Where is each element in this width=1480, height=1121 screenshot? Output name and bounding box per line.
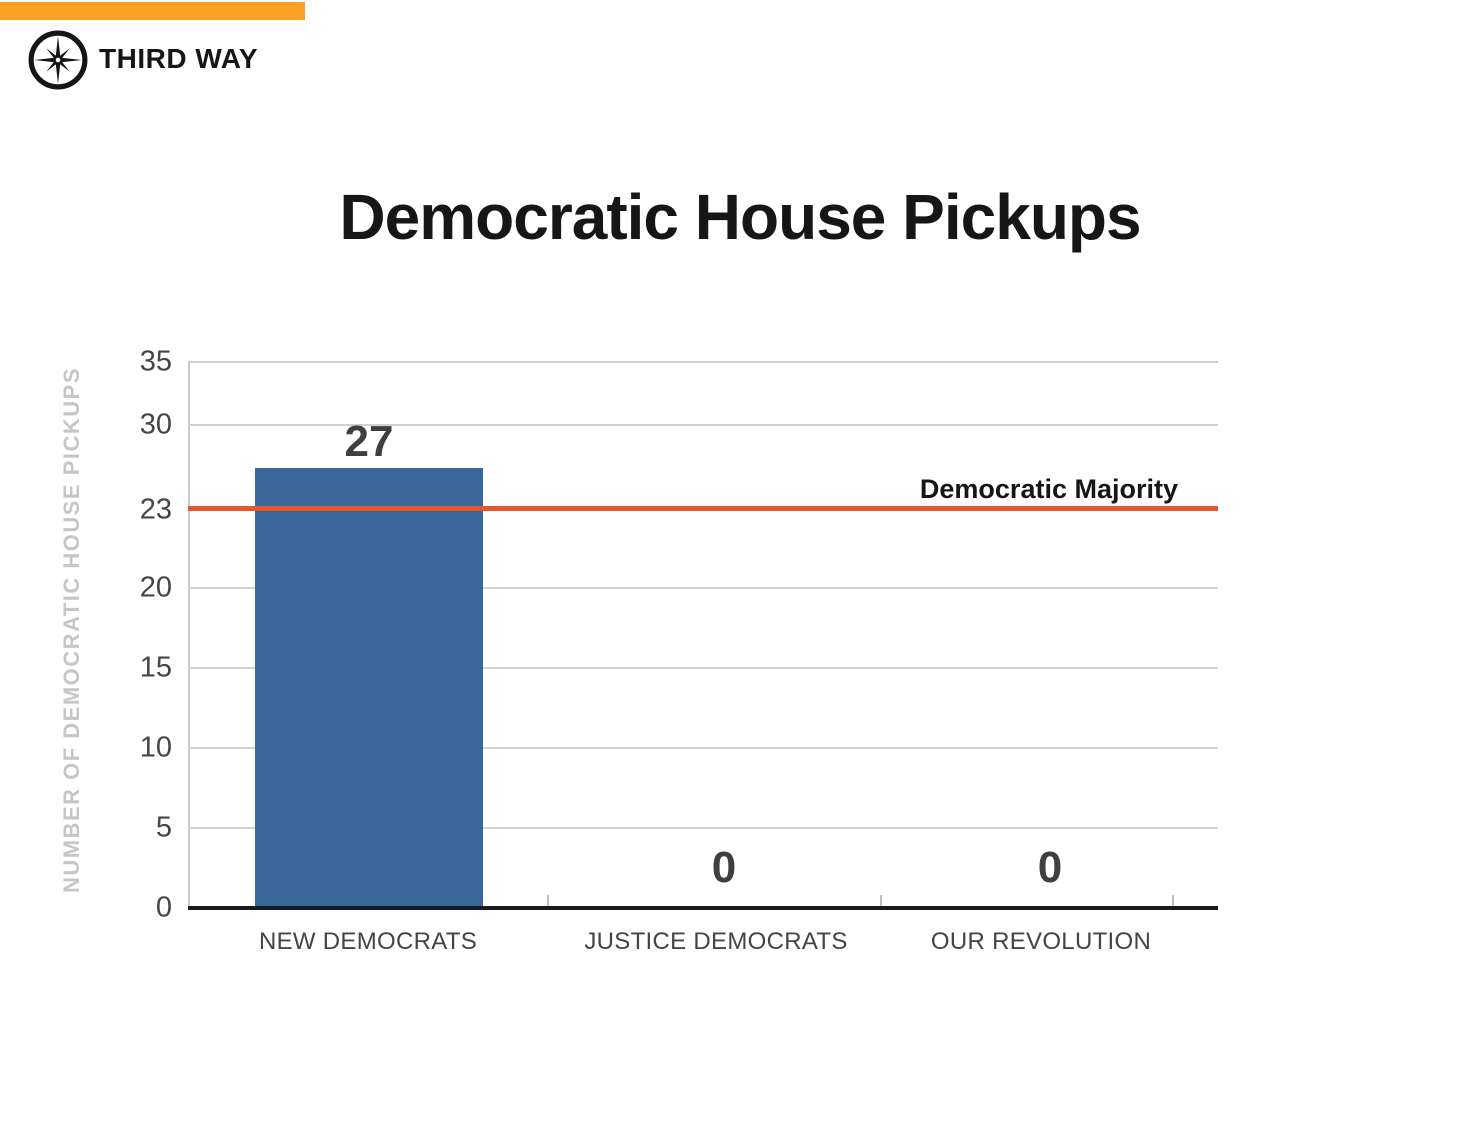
bar-new-democrats <box>255 468 483 908</box>
brand-name: THIRD WAY <box>99 43 259 74</box>
y-tick-label: 30 <box>139 408 172 441</box>
x-tick <box>1172 895 1174 908</box>
y-axis-line <box>188 362 190 908</box>
x-category-label: NEW DEMOCRATS <box>258 928 478 955</box>
x-category-label: OUR REVOLUTION <box>930 928 1152 955</box>
y-tick-label: 23 <box>139 493 172 526</box>
bar-value-label: 27 <box>344 417 394 466</box>
gridline <box>188 667 1218 669</box>
majority-line <box>188 506 1218 511</box>
gridline <box>188 747 1218 749</box>
compass-star-icon <box>28 30 88 90</box>
gridline <box>188 827 1218 829</box>
y-tick-label: 0 <box>155 891 172 924</box>
gridline <box>188 587 1218 589</box>
y-tick-label: 15 <box>139 651 172 684</box>
x-axis-line <box>188 906 1218 910</box>
y-tick-label: 35 <box>139 345 172 378</box>
y-axis-title: NUMBER OF DEMOCRATIC HOUSE PICKUPS <box>59 366 84 894</box>
bar-value-label: 0 <box>711 843 737 892</box>
gridline <box>188 424 1218 426</box>
majority-line-label: Democratic Majority <box>919 474 1178 504</box>
x-tick <box>547 895 549 908</box>
chart-title: Democratic House Pickups <box>339 181 1141 253</box>
bar-value-label: 0 <box>1037 843 1063 892</box>
gridline <box>188 361 1218 363</box>
x-tick <box>880 895 882 908</box>
x-category-label: JUSTICE DEMOCRATS <box>584 928 848 955</box>
y-tick-label: 20 <box>139 571 172 604</box>
y-tick-label: 10 <box>139 731 172 764</box>
y-tick-label: 5 <box>155 811 172 844</box>
accent-bar <box>0 2 305 20</box>
plot-area: Democratic Majority 27 0 0 NEW DEMOCRATS… <box>188 361 1218 955</box>
